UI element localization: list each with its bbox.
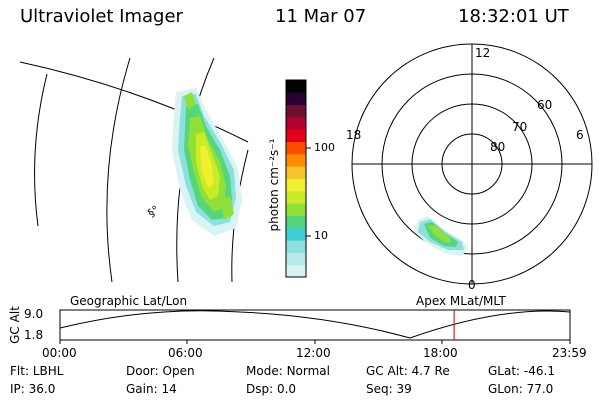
- altitude-curve: [59, 310, 571, 339]
- status-gc-alt: GC Alt: 4.7 Re: [366, 364, 450, 378]
- status-seq: Seq: 39: [366, 382, 412, 396]
- polar-mlt-0: 0: [468, 278, 476, 292]
- polar-mlt-6: 6: [576, 128, 584, 142]
- instrument-title: Ultraviolet Imager: [20, 6, 183, 27]
- geo-panel-label: Geographic Lat/Lon: [70, 294, 188, 308]
- altitude-x-tick-4: 23:59: [552, 346, 587, 360]
- colorbar-segment: [286, 141, 306, 155]
- altitude-y-tick-low: 1.8: [24, 328, 44, 342]
- colorbar-segment: [286, 264, 306, 278]
- polar-dial: [351, 43, 593, 285]
- polar-lat-70: 70: [512, 120, 528, 134]
- status-glat: GLat: -46.1: [488, 364, 555, 378]
- colorbar-segment: [286, 116, 306, 130]
- altitude-x-tick-1: 06:00: [168, 346, 203, 360]
- status-gain: Gain: 14: [126, 382, 177, 396]
- colorbar-segment: [286, 203, 306, 216]
- colorbar-segment: [286, 240, 306, 253]
- geo-meridian-2: [106, 57, 131, 283]
- colorbar-segment: [286, 215, 306, 229]
- colorbar-segment: [286, 92, 306, 106]
- colorbar-segment: [286, 104, 306, 118]
- colorbar-segment: [286, 166, 306, 179]
- colorbar-segment: [286, 227, 306, 241]
- polar-panel-label: Apex MLat/MLT: [416, 294, 506, 308]
- altitude-axis-label: GC Alt: [8, 306, 22, 344]
- altitude-y-tick-high: 9.0: [24, 307, 44, 321]
- altitude-x-tick-3: 18:00: [423, 346, 458, 360]
- colorbar-segment: [286, 190, 306, 204]
- colorbar: [286, 80, 306, 278]
- polar-mlt-18: 18: [346, 128, 362, 142]
- status-door: Door: Open: [126, 364, 195, 378]
- status-ip: IP: 36.0: [10, 382, 56, 396]
- colorbar-tick-label-100: 100: [314, 141, 335, 154]
- geo-latitude-line: [19, 61, 249, 143]
- altitude-x-tick-2: 12:00: [296, 346, 331, 360]
- polar-lat-60: 60: [537, 98, 553, 112]
- colorbar-segment: [286, 178, 306, 192]
- colorbar-segment: [286, 129, 306, 143]
- status-filter: Flt: LBHL: [10, 364, 64, 378]
- altitude-x-tick-0: 00:00: [42, 346, 77, 360]
- status-dsp: Dsp: 0.0: [246, 382, 297, 396]
- colorbar-tick-label-10: 10: [314, 229, 328, 242]
- polar-aurora: [414, 216, 468, 256]
- observation-date: 11 Mar 07: [275, 6, 367, 27]
- colorbar-segment: [286, 153, 306, 167]
- colorbar-frame: [285, 79, 307, 278]
- colorbar-segment: [286, 252, 306, 266]
- status-glon: GLon: 77.0: [488, 382, 554, 396]
- polar-mlt-12: 12: [475, 46, 491, 60]
- colorbar-segment: [286, 80, 306, 93]
- geo-aurora: [172, 88, 242, 236]
- colorbar-label: photon cm⁻²s⁻¹: [267, 138, 281, 232]
- polar-lat-80: 80: [490, 140, 506, 154]
- status-mode: Mode: Normal: [246, 364, 330, 378]
- altitude-x-ticks: [59, 340, 571, 344]
- observation-time: 18:32:01 UT: [458, 6, 569, 27]
- geo-meridian-1: [34, 73, 48, 227]
